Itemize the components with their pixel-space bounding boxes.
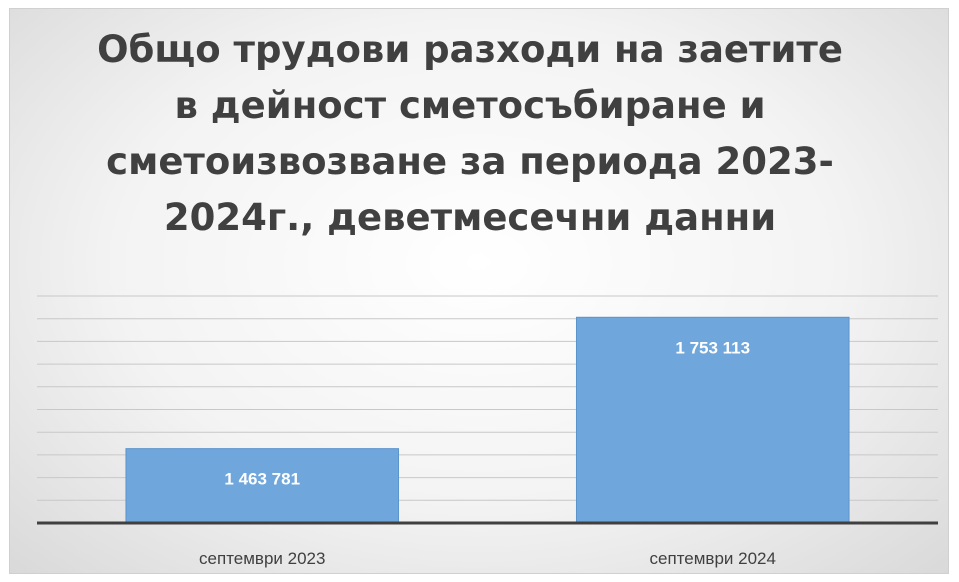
bars: [125, 316, 850, 524]
bar-1: [575, 316, 850, 524]
labels: 1 463 781 септември 2023 1 753 113 септемвр…: [199, 338, 776, 568]
chart-title: Общо трудови разходи на заетите в дейнос…: [97, 28, 843, 239]
x-tick-label-1: септември 2024: [650, 549, 776, 568]
x-tick-label-0: септември 2023: [199, 549, 325, 568]
data-label-1: 1 753 113: [675, 338, 750, 357]
data-label-0: 1 463 781: [224, 470, 300, 489]
